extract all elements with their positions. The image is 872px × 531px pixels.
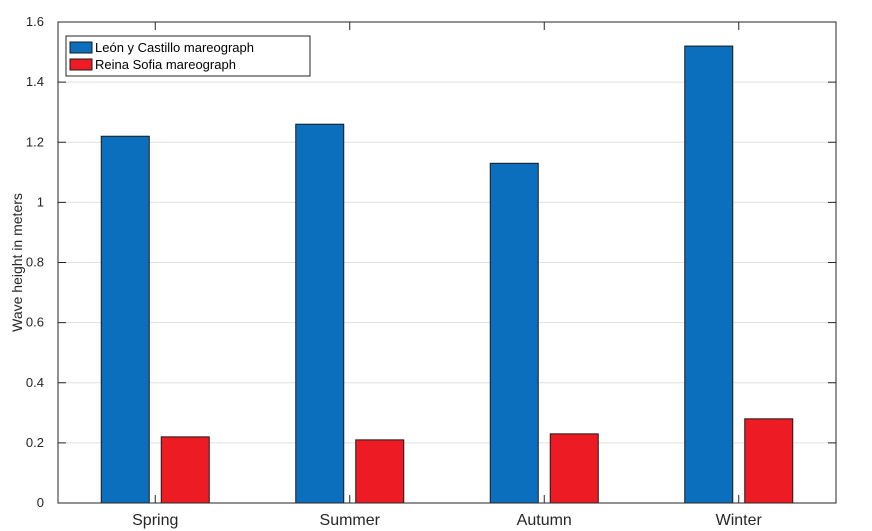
y-tick-label: 0.8 (26, 255, 44, 270)
bar (355, 439, 405, 504)
x-tick-label: Autumn (517, 512, 572, 529)
bar (489, 162, 539, 504)
y-tick-label: 0.2 (26, 435, 44, 450)
y-axis-label: Wave height in meters (9, 193, 25, 332)
y-tick-label: 1.4 (26, 74, 44, 89)
x-tick-label: Winter (716, 512, 763, 529)
ticks-layer (58, 21, 836, 504)
bar (160, 436, 210, 504)
bar (744, 418, 794, 504)
x-tick-label: Summer (320, 512, 381, 529)
grid-layer (58, 81, 836, 444)
legend: León y Castillo mareograph Reina Sofia ma… (65, 35, 311, 77)
y-tick-label: 1 (37, 194, 44, 209)
legend-entry: León y Castillo mareograph (95, 40, 254, 55)
y-tick-label: 0.4 (26, 375, 44, 390)
bar (295, 123, 345, 504)
x-tick-label: Spring (132, 512, 178, 529)
bar (100, 135, 150, 504)
y-tick-label: 1.6 (26, 14, 44, 29)
legend-swatch (69, 58, 93, 71)
legend-box (65, 35, 311, 77)
legend-swatch (69, 41, 93, 54)
bar (549, 433, 599, 504)
bars-layer (100, 45, 794, 504)
y-tick-label: 0 (37, 495, 44, 510)
legend-entry: Reina Sofia mareograph (95, 57, 236, 72)
y-tick-label: 0.6 (26, 315, 44, 330)
bar (684, 45, 734, 504)
labels-layer: 0 0.2 0.4 0.6 0.8 1 1.2 1.4 1.6 Spring Summer Autum… (26, 14, 763, 529)
y-tick-label: 1.2 (26, 134, 44, 149)
